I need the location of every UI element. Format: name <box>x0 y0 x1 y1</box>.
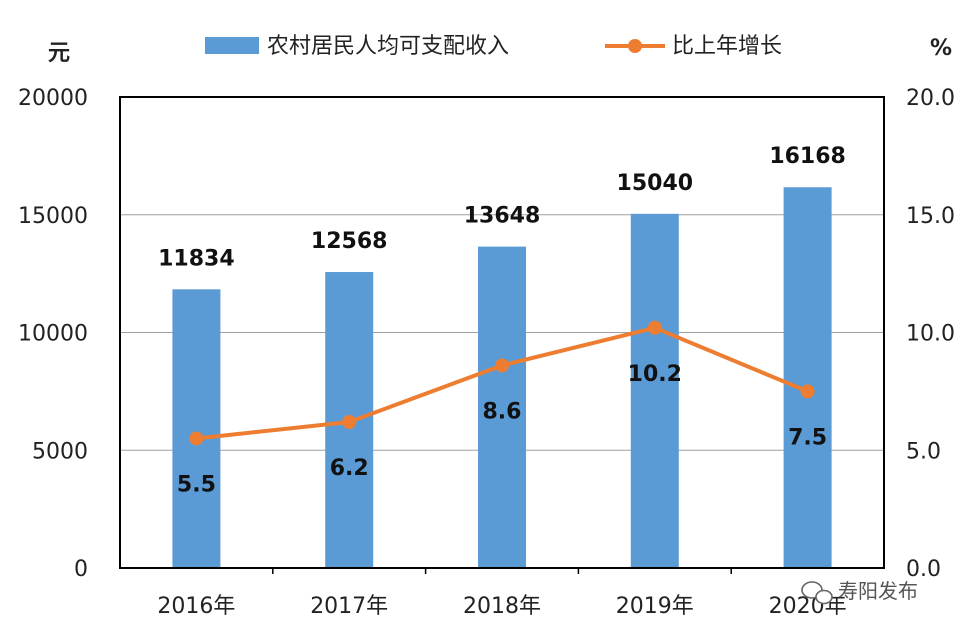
left-tick-label: 0 <box>74 557 88 582</box>
left-tick-label: 10000 <box>18 322 88 347</box>
bar <box>783 187 832 569</box>
bar-value-label: 15040 <box>617 171 694 196</box>
data-labels: 11834 12568 13648 15040 16168 5.5 6.2 8.6 10.2 7.… <box>158 144 846 497</box>
right-axis-unit: % <box>930 36 952 61</box>
legend-line-label: 比上年增长 <box>672 34 782 59</box>
bar-value-label: 16168 <box>769 144 846 169</box>
left-tick-label: 15000 <box>18 204 88 229</box>
line-point <box>800 384 815 399</box>
x-tick-label: 2018年 <box>463 594 541 619</box>
left-tick-label: 5000 <box>32 439 88 464</box>
growth-line <box>189 320 815 446</box>
legend-bar-swatch <box>205 37 259 54</box>
wechat-icon <box>801 581 833 605</box>
plot-frame <box>119 96 885 569</box>
right-tick-label: 20.0 <box>906 86 955 111</box>
watermark: 寿阳发布 <box>801 579 918 605</box>
bar-value-label: 13648 <box>464 204 541 229</box>
x-tick-label: 2017年 <box>310 594 388 619</box>
x-tick-label: 2020年 <box>769 594 847 619</box>
line-point <box>495 358 509 373</box>
bar <box>630 213 679 569</box>
watermark-text: 寿阳发布 <box>838 579 918 603</box>
right-tick-label: 5.0 <box>906 439 941 464</box>
line-point <box>342 414 357 429</box>
line-point <box>189 431 204 446</box>
bar-value-label: 12568 <box>311 229 388 254</box>
line-value-label: 7.5 <box>788 425 827 450</box>
line-value-label: 8.6 <box>483 399 522 424</box>
left-axis-unit: 元 <box>48 41 70 66</box>
axes: 0 5000 10000 15000 20000 0.0 5.0 10.0 15.0 20.0 20… <box>18 86 955 619</box>
right-tick-label: 10.0 <box>906 322 955 347</box>
legend-bar-label: 农村居民人均可支配收入 <box>267 34 509 59</box>
bar <box>478 246 526 568</box>
line-point <box>647 320 662 335</box>
legend-line-marker <box>628 39 642 53</box>
x-tick-label: 2016年 <box>157 594 235 619</box>
right-tick-label: 0.0 <box>906 557 941 582</box>
bars <box>172 187 832 569</box>
bar-value-label: 11834 <box>158 246 235 271</box>
line-value-label: 6.2 <box>330 456 369 481</box>
line-value-label: 5.5 <box>177 472 216 497</box>
line-value-label: 10.2 <box>628 362 682 387</box>
legend: 农村居民人均可支配收入 比上年增长 <box>205 34 782 59</box>
right-tick-label: 15.0 <box>906 204 955 229</box>
bar <box>172 289 221 568</box>
x-tick-label: 2019年 <box>616 594 694 619</box>
left-tick-label: 20000 <box>18 86 88 111</box>
